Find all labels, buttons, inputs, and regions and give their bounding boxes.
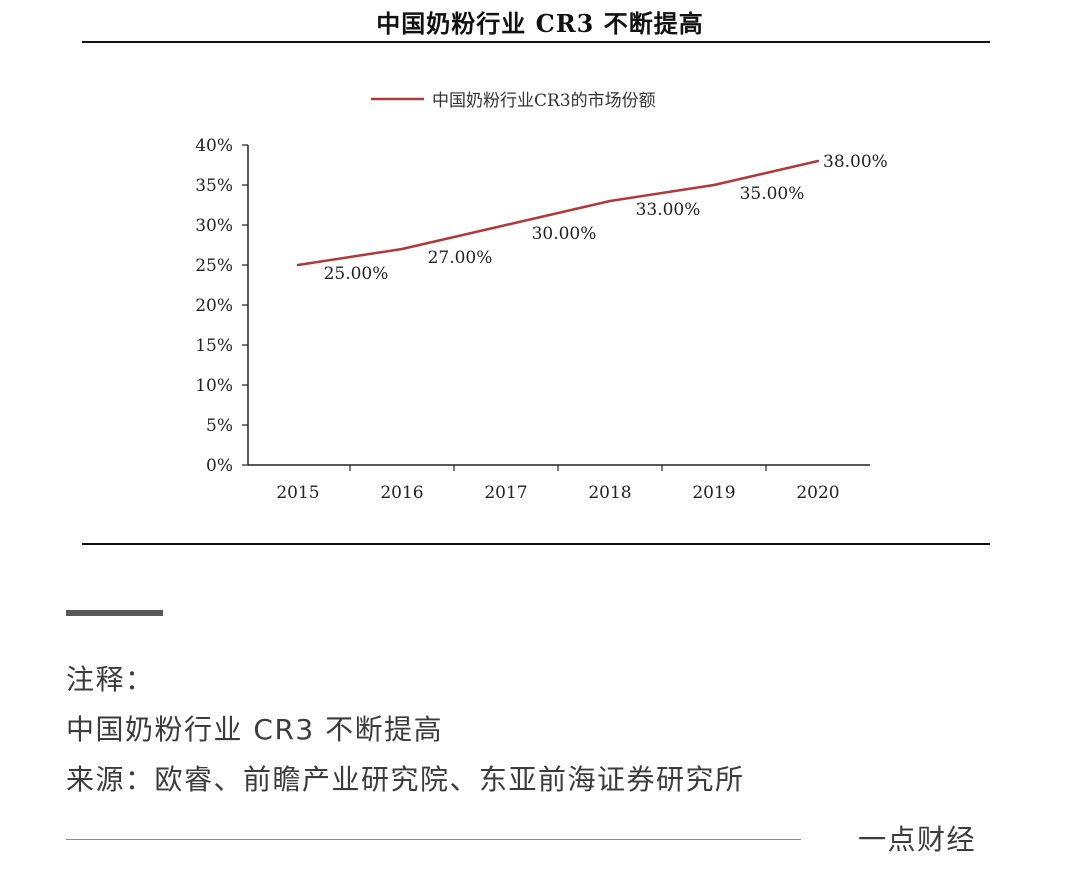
chart-legend: 中国奶粉行业CR3的市场份额 [371,91,656,111]
x-tick-label: 2017 [484,483,527,503]
data-point [400,247,404,251]
y-tick-label: 10% [195,376,233,396]
footer-divider [66,839,801,840]
top-rule [82,41,990,43]
note-source: 来源：欧睿、前瞻产业研究院、东亚前海证券研究所 [66,763,745,796]
y-axis-ticks: 0% 5% 10% 15% 20% 25% 30% 35% 40% [195,136,248,476]
data-point [296,263,300,267]
data-label: 25.00% [324,264,389,284]
x-tick-label: 2016 [380,483,423,503]
y-tick-label: 20% [195,296,233,316]
x-axis-ticks: 2015 2016 2017 2018 2019 2020 [276,465,840,503]
data-label: 30.00% [532,224,597,244]
chart-title: 中国奶粉行业 CR3 不断提高 [376,9,704,38]
y-tick-label: 40% [195,136,233,156]
bottom-rule [82,543,990,545]
brand-name: 一点财经 [858,823,977,856]
data-labels: 25.00% 27.00% 30.00% 33.00% 35.00% 38.00% [324,152,888,284]
data-point [816,159,820,163]
x-tick-label: 2015 [276,483,319,503]
chart-series [296,159,820,267]
data-point [608,199,612,203]
y-tick-label: 35% [195,176,233,196]
note-caption: 中国奶粉行业 CR3 不断提高 [66,713,444,746]
legend-label: 中国奶粉行业CR3的市场份额 [432,91,656,111]
data-point [504,223,508,227]
data-point [712,183,716,187]
y-tick-label: 15% [195,336,233,356]
line-chart: 中国奶粉行业CR3的市场份额 0% 5% 10% 15% 20% 25% 30% 35% 40%… [195,91,888,503]
x-tick-label: 2018 [588,483,631,503]
data-label: 27.00% [428,248,493,268]
data-label: 35.00% [740,184,805,204]
y-tick-label: 0% [206,456,233,476]
y-tick-label: 25% [195,256,233,276]
y-tick-label: 30% [195,216,233,236]
y-tick-label: 5% [206,416,233,436]
series-line [297,159,819,267]
x-tick-label: 2019 [692,483,735,503]
data-label: 38.00% [823,152,888,172]
x-tick-label: 2020 [796,483,839,503]
data-label: 33.00% [636,200,701,220]
section-accent-bar [66,610,163,616]
note-heading: 注释： [66,663,155,696]
